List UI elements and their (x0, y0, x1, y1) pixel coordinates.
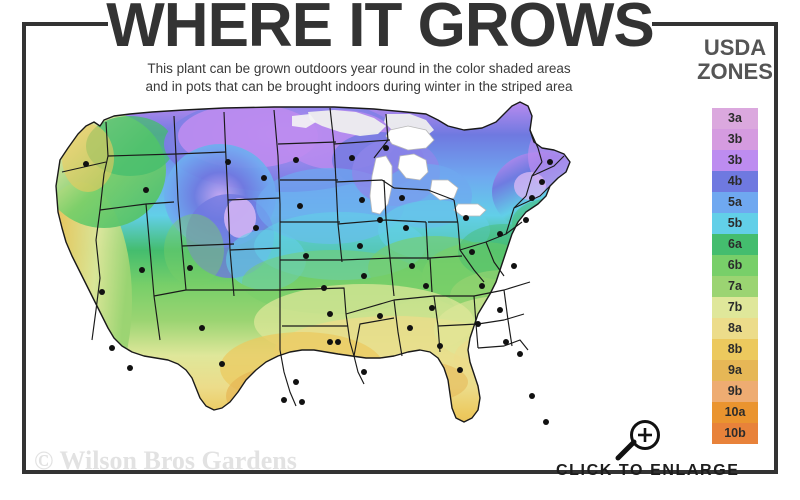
legend-zone-8b: 8b (712, 339, 758, 360)
city-dots (83, 145, 553, 425)
legend-zone-8a: 8a (712, 318, 758, 339)
frame-border-right (774, 22, 778, 474)
legend-heading-line-1: USDA (703, 35, 767, 60)
usda-hardiness-zone-map[interactable] (34, 100, 684, 450)
legend-zone-3b: 3b (712, 129, 758, 150)
legend-heading-line-2: ZONES (697, 59, 773, 84)
frame-border-top-left (22, 22, 108, 26)
legend-zone-4b: 4b (712, 171, 758, 192)
legend-zone-9a: 9a (712, 360, 758, 381)
frame-border-bottom (22, 470, 778, 474)
legend-zone-5a: 5a (712, 192, 758, 213)
legend-zone-7b: 7b (712, 297, 758, 318)
frame-border-top-right (652, 22, 778, 26)
page-title: WHERE IT GROWS (106, 0, 654, 60)
legend-zone-9b: 9b (712, 381, 758, 402)
legend-zone-6b: 6b (712, 255, 758, 276)
great-lakes (369, 125, 487, 217)
usda-zone-legend: 3a 3b 3b 4b 5a 5b 6a 6b 7a 7b 8a 8b 9a 9b 10a 10b (712, 108, 758, 444)
legend-zone-3a: 3a (712, 108, 758, 129)
subtitle-line-1: This plant can be grown outdoors year ro… (147, 61, 571, 76)
frame-border-left (22, 22, 26, 474)
legend-heading: USDA ZONES (676, 36, 794, 84)
legend-zone-5b: 5b (712, 213, 758, 234)
watermark-credit: © Wilson Bros Gardens (34, 446, 297, 475)
magnifier-zoom-icon[interactable] (614, 418, 666, 462)
legend-zone-10a: 10a (712, 402, 758, 423)
legend-zone-7a: 7a (712, 276, 758, 297)
legend-zone-6a: 6a (712, 234, 758, 255)
click-to-enlarge-label[interactable]: CLICK TO ENLARGE (556, 462, 740, 479)
map-zone-fill (56, 102, 570, 422)
state-borders (55, 101, 571, 423)
legend-zone-10b: 10b (712, 423, 758, 444)
legend-zone-3b: 3b (712, 150, 758, 171)
subtitle-text: This plant can be grown outdoors year ro… (44, 60, 674, 96)
subtitle-line-2: and in pots that can be brought indoors … (145, 79, 573, 94)
